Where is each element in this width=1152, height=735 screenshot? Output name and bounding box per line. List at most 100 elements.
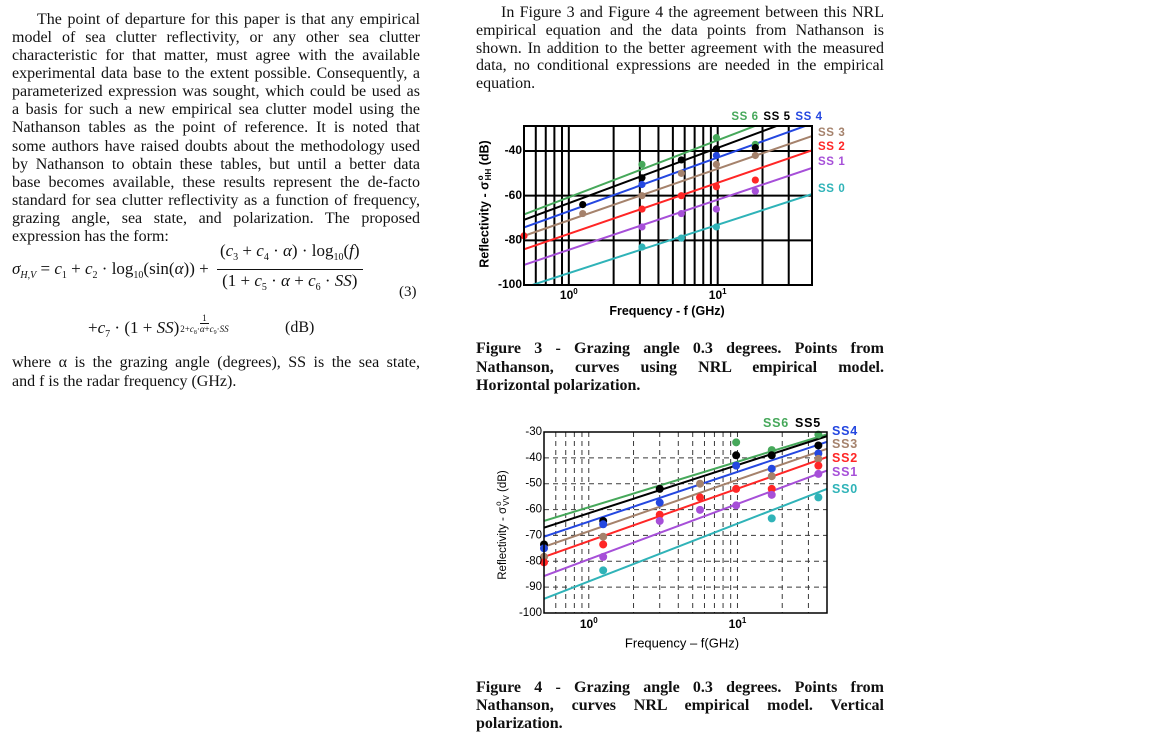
y-axis-label: Reflectivity - σ o VV (dB) (494, 470, 511, 580)
y-label-unit: (dB) (497, 470, 510, 496)
point-ss0 (638, 243, 646, 251)
point-ss2 (677, 192, 685, 200)
figure-4-vv: -30 -40 -50 -60 -70 -80 -90 -100 100 101 Reflecti… (490, 410, 870, 655)
point-ss3 (696, 479, 705, 488)
model-curves (544, 433, 827, 600)
y-label-text: Reflectivity - σ (497, 506, 510, 580)
text-line: The point of departure for this paper is… (37, 11, 420, 28)
text-line: empirical equation and the data points f… (476, 21, 884, 39)
curve-ss0 (544, 487, 827, 600)
point-ss1 (696, 505, 705, 514)
legend-ss6: SS6 (762, 416, 790, 430)
coef-c9-sub: 9 (213, 330, 217, 336)
equals-sign: = (36, 259, 55, 278)
y-tick-label: -50 (525, 478, 542, 490)
text-line: standard for sea clutter reflectivity as… (12, 191, 420, 209)
alpha-symbol: α (282, 241, 292, 260)
y-tick-label: -40 (525, 452, 542, 464)
point-ss2 (638, 205, 646, 213)
x-tick-label: 101 (709, 287, 727, 302)
equation-fraction: (c3 + c4 · α) · log10(f) (1 + c5 · α + c… (216, 241, 363, 299)
coef-c4: c (256, 241, 264, 260)
coef-c9: c (209, 324, 214, 334)
curve-ss6 (524, 126, 758, 216)
curve-ss1 (544, 469, 827, 577)
curve-ss4 (524, 126, 809, 229)
equation-lhs: σH,V = c1 + c2 · log10(sin(α)) + (12, 259, 213, 281)
plot-frame (543, 431, 828, 614)
y-tick-label: -80 (505, 233, 523, 247)
legend-ss0: SS0 (832, 482, 859, 496)
coef-c4-sub: 4 (263, 252, 269, 263)
sin-open: (sin( (143, 259, 175, 278)
curve-ss5 (524, 126, 780, 221)
y-tick-label: -40 (505, 143, 523, 157)
equation-line-2: +c7 · (1 + SS) 1 2+c8·α+c9·SS (88, 313, 229, 342)
y-tick-label: -60 (505, 188, 523, 202)
text-line: and f is the radar frequency (GHz). (12, 372, 237, 390)
point-ss4 (638, 180, 646, 189)
text-line: polarization. (476, 715, 563, 732)
point-ss3 (677, 169, 685, 177)
text-line: shown. In addition to the better agreeme… (476, 39, 884, 57)
curve-ss0 (529, 193, 812, 285)
equation-number: (3) (399, 284, 417, 300)
sea-state-symbol: SS (219, 324, 229, 334)
point-ss6 (732, 438, 741, 447)
legend-ss5: SS 5 (763, 111, 791, 123)
coef-c5: c (254, 271, 262, 290)
legend-ss2: SS 2 (818, 141, 846, 153)
intro-paragraph: The point of departure for this paper is… (12, 11, 420, 246)
grid-lines (524, 126, 812, 285)
point-ss1 (732, 501, 741, 510)
paren: ) (173, 318, 180, 337)
y-label-super-sub: o VV (494, 495, 511, 506)
legend-ss4: SS4 (832, 424, 859, 438)
legend-ss5: SS5 (794, 416, 822, 430)
point-ss4 (767, 464, 776, 473)
equation-unit: (dB) (285, 319, 315, 336)
x-axis-label: Frequency - f (GHz) (609, 304, 725, 318)
alpha-symbol: α (281, 271, 290, 290)
plus-sign: + (238, 241, 257, 260)
point-ss3 (751, 151, 759, 160)
text-line: model of sea clutter reflectivity, or an… (12, 29, 420, 47)
point-ss4 (712, 151, 720, 160)
equation-line-1: σH,V = c1 + c2 · log10(sin(α)) + (c3 + c… (12, 241, 363, 293)
sea-state-symbol: SS (156, 318, 174, 337)
point-ss2 (712, 183, 720, 191)
legend-ss3: SS3 (832, 437, 859, 451)
point-ss3 (767, 472, 776, 481)
text-line: Nathanson, curves NRL empirical model. V… (476, 697, 884, 714)
point-ss2 (751, 176, 759, 184)
point-ss5 (712, 145, 720, 153)
coef-c3: c (225, 241, 234, 260)
text-line: base becomes available, these results re… (12, 173, 420, 191)
curve-ss4 (544, 440, 827, 538)
text-line: Nathanson, curves using NRL empirical mo… (476, 358, 884, 376)
text-line: grazing angle, sea state, and polarizati… (12, 209, 420, 227)
dot-operator: · (297, 241, 312, 260)
point-ss3 (712, 160, 720, 169)
figure-4-caption: Figure 4 - Grazing angle 0.3 degrees. Po… (476, 679, 884, 733)
point-ss5 (732, 451, 741, 460)
plus-sign: + (204, 324, 210, 334)
point-ss3 (638, 192, 646, 200)
coef-c1-sub: 1 (61, 270, 67, 281)
sigma-subscript: H,V (20, 270, 37, 281)
grid-lines (544, 432, 827, 613)
coef-c8-sub: 8 (193, 330, 197, 336)
log-function: log (111, 259, 134, 278)
legend-ss2: SS2 (832, 451, 859, 465)
coef-c8: c (189, 324, 194, 334)
point-ss2 (732, 484, 741, 493)
plus-sign: + (88, 318, 98, 337)
definitions-paragraph: where α is the grazing angle (degrees), … (12, 354, 420, 391)
curve-ss6 (544, 433, 827, 522)
figures-intro-paragraph: In Figure 3 and Figure 4 the agreement b… (476, 4, 884, 93)
curve-ss3 (544, 447, 827, 548)
dot-operator: · (266, 271, 282, 290)
text-line: equation. (476, 75, 536, 93)
x-tick-label: 100 (580, 616, 598, 631)
